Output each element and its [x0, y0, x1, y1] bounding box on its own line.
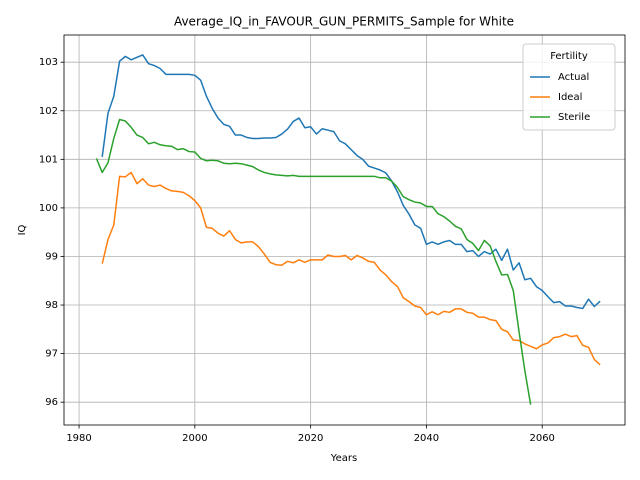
- plot-frame: [63, 34, 626, 426]
- series-line: [95, 118, 532, 405]
- lines: [95, 54, 601, 405]
- y-tick-label: 96: [45, 397, 58, 408]
- y-tick-label: 102: [39, 106, 58, 117]
- x-tick-label: 2000: [182, 433, 207, 444]
- y-tick-label: 101: [39, 154, 58, 165]
- y-axis-label: IQ: [17, 224, 28, 235]
- x-axis-label: Years: [330, 453, 357, 464]
- legend-box: [522, 43, 616, 131]
- series-line: [101, 171, 601, 366]
- y-tick-label: 99: [45, 251, 58, 262]
- y-tick-label: 98: [45, 300, 58, 311]
- legend-label: Actual: [558, 72, 589, 83]
- series-line: [101, 54, 601, 310]
- y-tick-label: 100: [39, 203, 58, 214]
- legend-title: Fertility: [550, 51, 588, 62]
- x-tick-label: 1980: [66, 433, 91, 444]
- legend-label: Ideal: [558, 92, 582, 103]
- chart-title: Average_IQ_in_FAVOUR_GUN_PERMITS_Sample …: [174, 15, 514, 29]
- x-tick-label: 2040: [414, 433, 439, 444]
- y-tick-label: 103: [39, 57, 58, 68]
- x-tick-label: 2060: [529, 433, 554, 444]
- y-tick-label: 97: [45, 349, 58, 360]
- x-tick-label: 2020: [298, 433, 323, 444]
- legend-label: Sterile: [558, 112, 590, 123]
- legend: Fertility Actual Ideal Sterile: [522, 43, 616, 131]
